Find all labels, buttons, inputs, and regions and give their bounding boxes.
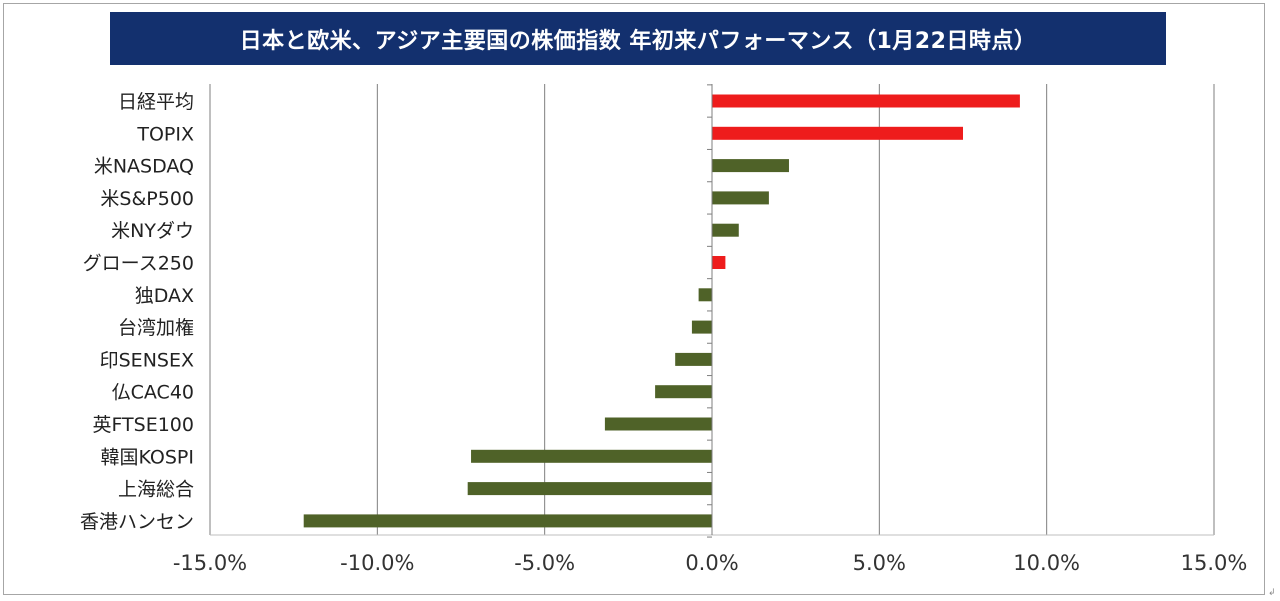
bar-7: [691, 320, 712, 334]
paragraph-mark: ↲: [1268, 588, 1276, 598]
category-label: グロース250: [83, 253, 194, 275]
bar-10: [604, 417, 712, 431]
category-label: 独DAX: [135, 285, 194, 307]
bar-12: [467, 482, 712, 496]
x-tick-label: 15.0%: [1181, 551, 1248, 575]
x-tick-label: 5.0%: [853, 551, 906, 575]
category-label: 英FTSE100: [92, 414, 194, 436]
category-label: 米NASDAQ: [94, 156, 194, 178]
category-label: 米NYダウ: [111, 220, 194, 242]
bar-8: [675, 352, 712, 366]
category-label: 仏CAC40: [112, 382, 194, 404]
x-tick-label: -10.0%: [340, 551, 414, 575]
bar-3: [712, 191, 769, 205]
category-label: 韓国KOSPI: [101, 446, 195, 468]
x-tick-label: -15.0%: [173, 551, 247, 575]
bar-11: [471, 449, 712, 463]
category-label: 日経平均: [118, 91, 194, 113]
bar-9: [655, 385, 712, 399]
bar-6: [698, 288, 712, 302]
chart-frame: [3, 3, 1265, 595]
bar-13: [303, 514, 712, 528]
category-label: 香港ハンセン: [80, 511, 194, 533]
category-label: TOPIX: [136, 123, 194, 145]
x-tick-label: -5.0%: [514, 551, 575, 575]
x-tick-label: 10.0%: [1013, 551, 1080, 575]
bar-5: [712, 256, 726, 269]
bar-2: [712, 159, 789, 173]
bar-4: [712, 223, 739, 237]
chart-title: 日本と欧米、アジア主要国の株価指数 年初来パフォーマンス（1月22日時点）: [110, 12, 1166, 65]
category-label: 米S&P500: [100, 188, 194, 210]
category-label: 印SENSEX: [100, 349, 194, 371]
bar-0: [712, 94, 1020, 108]
bar-1: [712, 126, 963, 140]
category-label: 上海総合: [118, 479, 194, 501]
x-tick-label: 0.0%: [685, 551, 738, 575]
category-label: 台湾加権: [118, 317, 194, 339]
